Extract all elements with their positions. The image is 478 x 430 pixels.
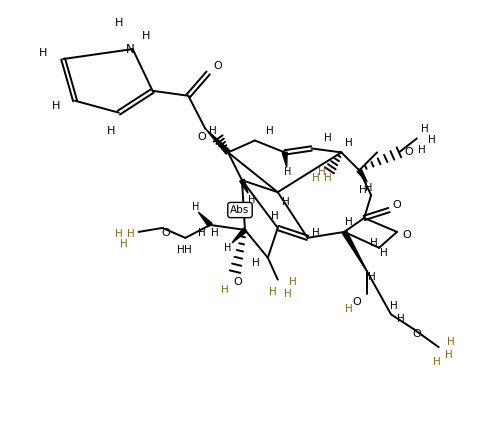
Text: H: H [312,228,319,238]
Text: O: O [413,329,421,339]
Text: H: H [346,304,353,314]
Text: H: H [312,173,319,183]
Text: H: H [397,314,405,324]
Text: H: H [289,276,296,286]
Text: H: H [52,101,60,111]
Polygon shape [232,228,247,243]
Text: H: H [380,248,388,258]
Text: H: H [192,202,199,212]
Text: H: H [127,229,135,239]
Text: H: H [421,123,429,134]
Text: H: H [390,301,398,311]
Text: H: H [271,211,279,221]
Text: H: H [359,185,367,195]
Text: H: H [324,173,331,183]
Text: H: H [221,285,229,295]
Text: H: H [115,18,123,28]
Text: H: H [252,258,260,268]
Text: H: H [317,167,326,177]
Text: O: O [353,298,361,307]
Text: H: H [447,337,455,347]
Polygon shape [240,179,248,193]
Text: H: H [324,133,331,144]
Polygon shape [205,129,230,154]
Text: H: H [346,217,353,227]
Text: H: H [185,245,192,255]
Text: H: H [428,135,435,145]
Polygon shape [198,212,212,227]
Text: O: O [198,132,206,141]
Text: H: H [433,357,441,367]
Text: H: H [198,228,206,238]
Text: H: H [266,126,274,135]
Polygon shape [282,152,287,167]
Text: H: H [366,183,373,193]
Text: H: H [284,289,292,299]
Text: H: H [445,350,453,360]
Text: H: H [209,126,217,135]
Text: H: H [418,145,426,155]
Text: H: H [346,138,353,148]
Text: O: O [234,276,242,286]
Text: H: H [248,195,256,205]
Polygon shape [342,230,367,272]
Text: H: H [39,48,47,58]
Text: O: O [161,228,170,238]
Text: O: O [404,147,413,157]
Text: H: H [269,286,277,297]
Text: H: H [141,31,150,41]
Text: H: H [176,245,184,255]
Text: Abs: Abs [230,205,250,215]
Text: H: H [115,229,123,239]
Text: H: H [368,272,376,282]
Text: O: O [402,230,411,240]
Text: N: N [126,43,135,55]
Text: H: H [120,239,128,249]
Text: H: H [224,243,232,253]
Text: H: H [107,126,115,135]
Text: O: O [392,200,402,210]
Text: H: H [282,197,290,207]
Text: O: O [214,61,223,71]
Polygon shape [357,169,367,182]
Text: H: H [284,167,292,177]
Text: H: H [370,238,378,248]
Text: H: H [211,228,219,238]
